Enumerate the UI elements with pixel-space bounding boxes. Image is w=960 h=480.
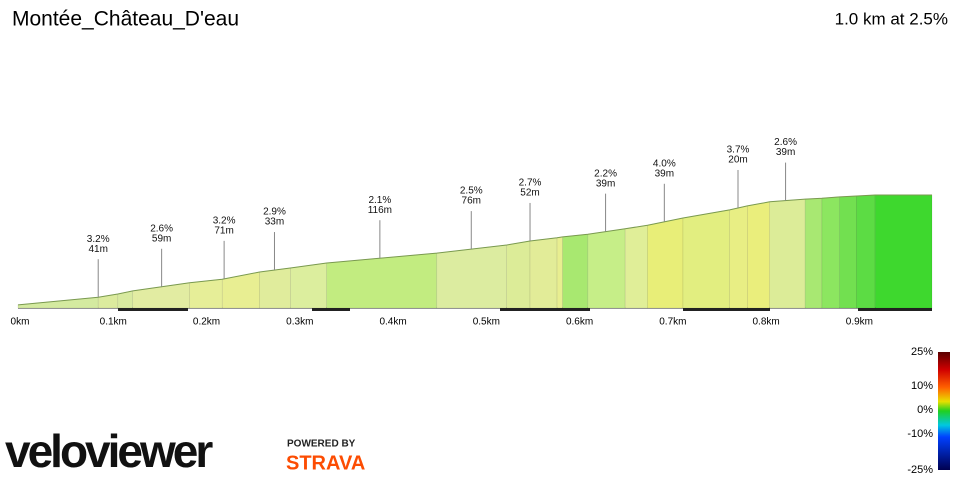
x-tick-label: 0.5km [473, 317, 500, 328]
profile-segment [529, 237, 558, 309]
profile-segment [624, 224, 648, 309]
profile-segment [839, 195, 857, 309]
annotation-length: 39m [596, 178, 615, 189]
profile-segment [290, 262, 328, 309]
annotation-length: 71m [214, 225, 233, 236]
powered-by: POWERED BY [287, 439, 356, 450]
profile-segment [221, 271, 260, 309]
profile-segment [97, 293, 119, 309]
annotation-grade: 4.0% [653, 158, 676, 169]
profile-segment [729, 205, 748, 309]
profile-segment [647, 217, 684, 309]
chart-subtitle: 1.0 km at 2.5% [835, 9, 948, 28]
distance-bands [118, 307, 932, 311]
profile-segment [874, 194, 933, 309]
annotation-grade: 2.2% [594, 168, 617, 179]
annotation-grade: 2.5% [460, 186, 483, 197]
legend-tick-label: -25% [907, 464, 933, 476]
annotation-length: 39m [655, 168, 674, 179]
profile-segment [747, 201, 771, 309]
annotation-grade: 3.7% [727, 145, 750, 156]
annotation-length: 59m [152, 233, 171, 244]
x-tick-label: 0.2km [193, 317, 220, 328]
profile-segment [556, 236, 563, 309]
profile-segment [436, 244, 508, 309]
annotation-length: 52m [520, 188, 539, 199]
annotation-length: 39m [776, 147, 795, 158]
annotation-grade: 3.2% [213, 215, 236, 226]
legend-tick-label: 0% [917, 404, 933, 416]
annotation-length: 41m [88, 244, 107, 255]
x-tick-label: 0.1km [100, 317, 127, 328]
annotation-length: 20m [728, 155, 747, 166]
annotation-grade: 2.1% [368, 195, 391, 206]
partner-logo: STRAVA [286, 452, 365, 474]
profile-segment [259, 267, 291, 309]
x-tick-label: 0.4km [379, 317, 406, 328]
legend-tick-label: 25% [911, 346, 933, 358]
annotation-length: 33m [265, 217, 284, 228]
profile-segment [189, 278, 223, 309]
profile-segment [769, 198, 806, 309]
annotation-grade: 2.9% [263, 207, 286, 218]
x-tick-label: 0.7km [659, 317, 686, 328]
profile-segment [682, 209, 730, 309]
annotation-grade: 2.6% [150, 223, 173, 234]
x-tick-label: 0.9km [846, 317, 873, 328]
x-tick-label: 0km [11, 317, 30, 328]
profile-segment [562, 233, 589, 309]
profile-line [17, 194, 932, 306]
profile-segment [821, 196, 840, 309]
annotation-grade: 2.6% [774, 137, 797, 148]
annotation-length: 116m [368, 205, 392, 216]
x-tick-label: 0.6km [566, 317, 593, 328]
x-tick-label: 0.3km [286, 317, 313, 328]
profile-segment [856, 194, 876, 309]
legend-tick-label: 10% [911, 380, 933, 392]
profile-segment [804, 197, 823, 309]
annotation-grade: 2.7% [519, 178, 542, 189]
grade-legend-bar [938, 352, 950, 470]
annotation-length: 76m [462, 196, 481, 207]
profile-segment [587, 228, 626, 309]
profile-segment [506, 240, 531, 309]
logo: veloviewer [5, 425, 213, 477]
chart-title: Montée_Château_D'eau [12, 8, 239, 31]
legend-tick-label: -10% [907, 428, 933, 440]
x-tick-label: 0.8km [753, 317, 780, 328]
annotation-grade: 3.2% [87, 234, 110, 245]
